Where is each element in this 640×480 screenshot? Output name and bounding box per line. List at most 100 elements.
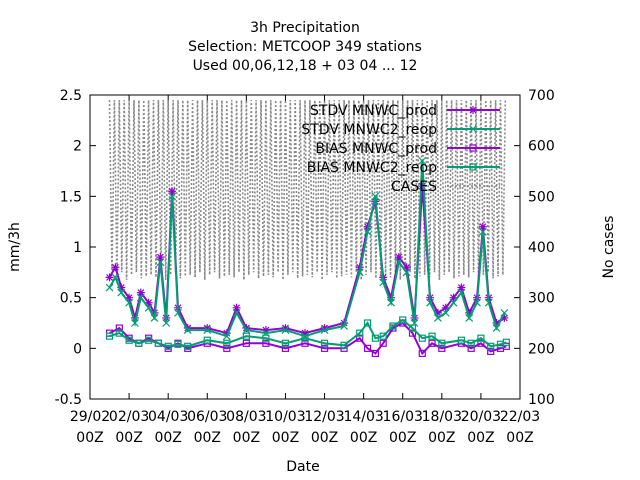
y-tick-label-5: 2 — [73, 139, 82, 155]
series-2-point-17 — [356, 334, 364, 342]
y2-tick-label-2: 300 — [528, 291, 555, 307]
x-tick-label-2: 04/03 — [148, 409, 188, 425]
series-3-point-13 — [281, 339, 290, 347]
chart-title-line-1: 3h Precipitation — [250, 20, 360, 36]
x-tick-label-4: 08/03 — [226, 409, 266, 425]
series-0-point-40 — [492, 319, 501, 327]
series-3-point-11 — [242, 332, 250, 340]
series-3-point-14 — [301, 334, 309, 342]
series-0-point-5 — [136, 288, 145, 297]
series-1-point-24 — [371, 192, 380, 201]
series-1-point-7 — [150, 314, 159, 322]
x-tick-label-hour-9: 00Z — [428, 430, 455, 446]
series-1-point-23 — [363, 227, 372, 236]
series-1-point-37 — [473, 298, 481, 307]
series-0-point-15 — [232, 303, 241, 312]
series-1-point-40 — [492, 324, 501, 332]
series-2-point-25 — [428, 339, 436, 347]
plot-frame — [89, 94, 521, 400]
series-1-point-30 — [418, 156, 427, 165]
series-0-point-0 — [105, 273, 114, 282]
series-3-point-23 — [408, 324, 417, 332]
series-3-point-6 — [164, 342, 172, 350]
series-0-point-34 — [449, 293, 458, 302]
legend-label-4: CASES — [391, 179, 437, 195]
y-tick-label-1: 0 — [73, 341, 82, 357]
y2-tick-label-3: 400 — [528, 240, 555, 256]
series-1-point-34 — [449, 298, 458, 307]
series-1-point-11 — [174, 308, 182, 317]
series-1-point-22 — [355, 268, 364, 277]
series-0-point-4 — [130, 313, 139, 322]
series-2-point-20 — [379, 339, 387, 347]
series-3-point-18 — [363, 319, 372, 327]
x-tick-label-5: 10/03 — [265, 409, 305, 425]
x-tick-label-hour-7: 00Z — [350, 430, 377, 446]
series-0-point-18 — [281, 324, 290, 333]
series-3-point-4 — [145, 336, 153, 344]
series-0-point-28 — [402, 263, 411, 272]
series-3-point-29 — [477, 334, 485, 342]
series-0-point-36 — [465, 308, 474, 317]
x-tick-label-6: 12/03 — [304, 409, 344, 425]
series-0-point-23 — [363, 222, 372, 231]
legend-marker-3 — [469, 163, 477, 171]
chart-title-line-2: Selection: METCOOP 349 stations — [188, 39, 422, 55]
series-1-point-5 — [136, 293, 145, 302]
series-2-point-10 — [223, 344, 231, 352]
series-2-point-14 — [301, 339, 309, 347]
x-tick-label-hour-4: 00Z — [233, 430, 260, 446]
series-1-point-35 — [457, 288, 466, 297]
series-1-point-3 — [125, 298, 134, 307]
x-tick-label-7: 14/03 — [343, 409, 383, 425]
series-0-point-10 — [168, 187, 177, 196]
series-1-point-15 — [232, 308, 241, 317]
series-1-point-18 — [281, 326, 290, 335]
series-3-point-12 — [262, 334, 270, 342]
x-tick-label-9: 18/03 — [422, 409, 462, 425]
x-tick-label-10: 20/03 — [461, 409, 501, 425]
series-0-point-32 — [433, 308, 442, 317]
series-0-point-1 — [111, 263, 120, 272]
series-1-point-4 — [131, 319, 139, 327]
series-2-point-13 — [281, 344, 290, 352]
series-3-point-25 — [428, 332, 436, 340]
series-2-point-18 — [363, 344, 372, 352]
series-1-point-31 — [426, 298, 435, 307]
series-2-point-11 — [242, 339, 250, 347]
series-0-point-6 — [144, 298, 153, 307]
series-1-point-1 — [111, 273, 120, 282]
series-2-point-1 — [115, 324, 123, 332]
series-3-point-21 — [389, 322, 397, 330]
series-3-point-5 — [154, 339, 163, 347]
series-2-point-29 — [477, 339, 485, 347]
series-layer — [105, 156, 510, 357]
series-1-point-2 — [117, 288, 126, 297]
legend-label-1: STDV MNWC2_reop — [301, 122, 437, 138]
series-3-point-15 — [320, 339, 329, 347]
y2-tick-label-5: 600 — [528, 139, 555, 155]
y2-tick-label-6: 700 — [528, 88, 555, 104]
tick-layer: -0.5 0 0.5 1 1.5 2 2.5 100 200 300 400 500 600 700 29/… — [55, 88, 555, 446]
series-1-point-32 — [433, 314, 442, 322]
series-3-point-32 — [502, 338, 510, 346]
series-3-point-20 — [379, 332, 387, 340]
x-tick-label-11: 22/03 — [500, 409, 540, 425]
series-0-point-8 — [156, 253, 165, 262]
series-2-point-12 — [262, 339, 270, 347]
series-1-point-20 — [320, 326, 329, 335]
series-0-point-17 — [261, 326, 270, 335]
series-1-point-6 — [144, 303, 153, 312]
y2-tick-label-1: 200 — [528, 341, 555, 357]
y-tick-label-4: 1.5 — [60, 189, 82, 205]
legend: STDV MNWC_prod STDV MNWC2_reop BIAS MNWC_p… — [301, 103, 500, 195]
series-3-point-10 — [223, 339, 231, 347]
series-1-point-28 — [402, 268, 411, 277]
y2-tick-label-4: 500 — [528, 189, 555, 205]
series-0-point-33 — [441, 303, 450, 312]
series-1-point-25 — [379, 278, 388, 287]
series-3-point-16 — [340, 341, 348, 349]
series-1-point-26 — [387, 298, 395, 307]
x-tick-label-hour-5: 00Z — [272, 430, 299, 446]
series-0-point-13 — [203, 324, 212, 333]
